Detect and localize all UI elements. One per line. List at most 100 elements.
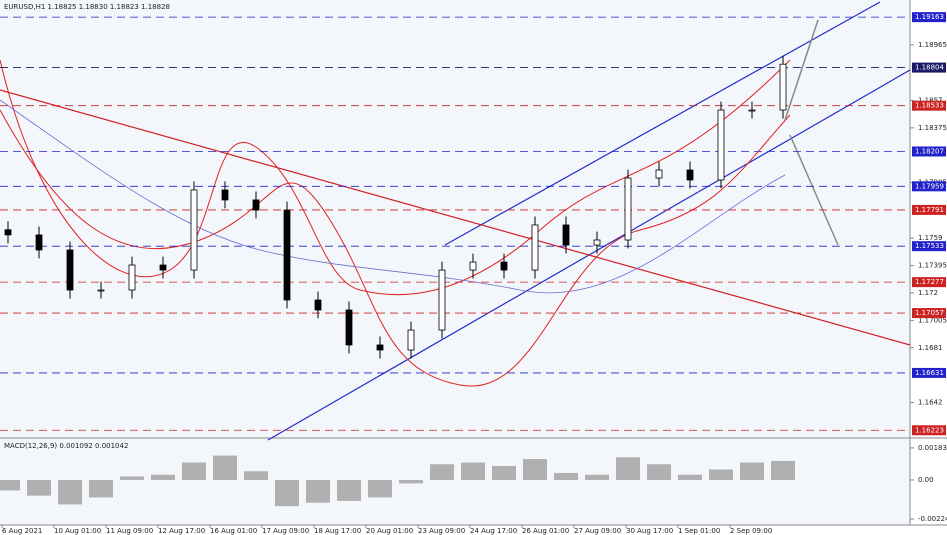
candle-body xyxy=(159,264,167,271)
macd-bar xyxy=(461,462,485,480)
level-label-box xyxy=(912,100,946,111)
level-label-box xyxy=(912,204,946,215)
macd-bar xyxy=(585,474,609,480)
y-tick-label: 1.172 xyxy=(918,289,938,297)
band-lower xyxy=(0,109,791,387)
candle-body xyxy=(469,261,477,271)
trend-line xyxy=(0,89,911,346)
macd-bar xyxy=(492,466,516,480)
macd-bar xyxy=(275,479,299,507)
candle-body xyxy=(500,261,508,271)
level-label-box xyxy=(912,425,946,436)
x-tick-label: 27 Aug 09:00 xyxy=(574,527,621,535)
chart-title: EURUSD,H1 1.18825 1.18830 1.18823 1.1882… xyxy=(4,3,170,11)
macd-bar xyxy=(554,472,578,480)
macd-bar xyxy=(213,455,237,480)
macd-bar xyxy=(678,474,702,480)
arrow-down xyxy=(789,134,839,246)
macd-y-tick-label: 0.001835 xyxy=(918,444,947,452)
candle-body xyxy=(97,289,105,292)
arrow-up xyxy=(784,19,819,121)
level-label: 1.18207 xyxy=(915,147,944,155)
macd-bar xyxy=(0,479,20,491)
candle-body xyxy=(717,109,725,181)
level-label: 1.19163 xyxy=(915,13,944,21)
candle-body xyxy=(624,177,632,241)
level-label: 1.17959 xyxy=(915,182,944,190)
candle-body xyxy=(283,209,291,301)
y-tick-label: 1.1857 xyxy=(918,96,943,104)
level-label: 1.16223 xyxy=(915,426,944,434)
level-label-box xyxy=(912,146,946,157)
macd-bar xyxy=(244,471,268,480)
plot-background xyxy=(0,0,910,525)
candle-body xyxy=(748,109,756,112)
x-tick-label: 20 Aug 01:00 xyxy=(366,527,413,535)
level-label: 1.18533 xyxy=(915,102,944,110)
macd-bar xyxy=(120,476,144,480)
macd-bar xyxy=(771,460,795,480)
candle-body xyxy=(35,234,43,251)
x-tick-label: 1 Sep 01:00 xyxy=(678,527,720,535)
level-label-box xyxy=(912,62,946,73)
macd-bar xyxy=(306,479,330,503)
x-tick-label: 16 Aug 01:00 xyxy=(210,527,257,535)
level-label: 1.17791 xyxy=(915,206,944,214)
candle-body xyxy=(252,199,260,211)
candle-body xyxy=(190,189,198,271)
y-tick-label: 1.1681 xyxy=(918,344,943,352)
y-tick-label: 1.1759 xyxy=(918,234,943,242)
candle-body xyxy=(314,299,322,311)
y-tick-label: 1.17395 xyxy=(918,262,947,270)
macd-bar xyxy=(399,479,423,484)
x-tick-label: 6 Aug 2021 xyxy=(2,527,42,535)
candle-body xyxy=(221,189,229,201)
candle-body xyxy=(345,309,353,346)
x-tick-label: 30 Aug 17:00 xyxy=(626,527,673,535)
level-label: 1.17057 xyxy=(915,309,944,317)
x-tick-label: 17 Aug 09:00 xyxy=(262,527,309,535)
candle-body xyxy=(4,229,12,236)
candle-body xyxy=(376,344,384,351)
x-tick-label: 26 Aug 01:00 xyxy=(522,527,569,535)
level-label-box xyxy=(912,181,946,192)
macd-title: MACD(12,26,9) 0.001092 0.001042 xyxy=(4,442,128,450)
macd-bar xyxy=(27,479,51,496)
x-tick-label: 2 Sep 09:00 xyxy=(730,527,772,535)
candle-body xyxy=(407,329,415,351)
macd-bar xyxy=(430,464,454,480)
x-tick-label: 11 Aug 09:00 xyxy=(106,527,153,535)
level-label-box xyxy=(912,12,946,23)
y-tick-label: 1.18965 xyxy=(918,41,947,49)
moving-average xyxy=(0,99,786,294)
candle-body xyxy=(562,224,570,246)
candle-body xyxy=(655,169,663,179)
macd-bar xyxy=(647,464,671,480)
level-label: 1.17277 xyxy=(915,278,944,286)
macd-bar xyxy=(337,479,361,501)
level-label-box xyxy=(912,277,946,288)
x-tick-label: 24 Aug 17:00 xyxy=(470,527,517,535)
candle-body xyxy=(128,264,136,291)
y-tick-label: 1.17005 xyxy=(918,316,947,324)
candle-body xyxy=(531,224,539,271)
level-label: 1.18804 xyxy=(915,64,944,72)
x-tick-label: 12 Aug 17:00 xyxy=(158,527,205,535)
y-tick-label: 1.1642 xyxy=(918,399,943,407)
macd-bar xyxy=(523,459,547,480)
x-tick-label: 23 Aug 09:00 xyxy=(418,527,465,535)
macd-bar xyxy=(740,462,764,480)
candle-body xyxy=(686,169,694,181)
macd-bar xyxy=(182,462,206,480)
candle-body xyxy=(593,239,601,246)
candle-body xyxy=(779,63,787,111)
level-label-box xyxy=(912,241,946,252)
macd-bar xyxy=(616,457,640,480)
level-label: 1.17533 xyxy=(915,242,944,250)
level-label-box xyxy=(912,308,946,319)
level-label: 1.16631 xyxy=(915,369,944,377)
macd-y-tick-label: -0.00224 xyxy=(918,515,947,523)
macd-y-tick-label: 0.00 xyxy=(918,476,934,484)
y-tick-label: 1.18375 xyxy=(918,124,947,132)
